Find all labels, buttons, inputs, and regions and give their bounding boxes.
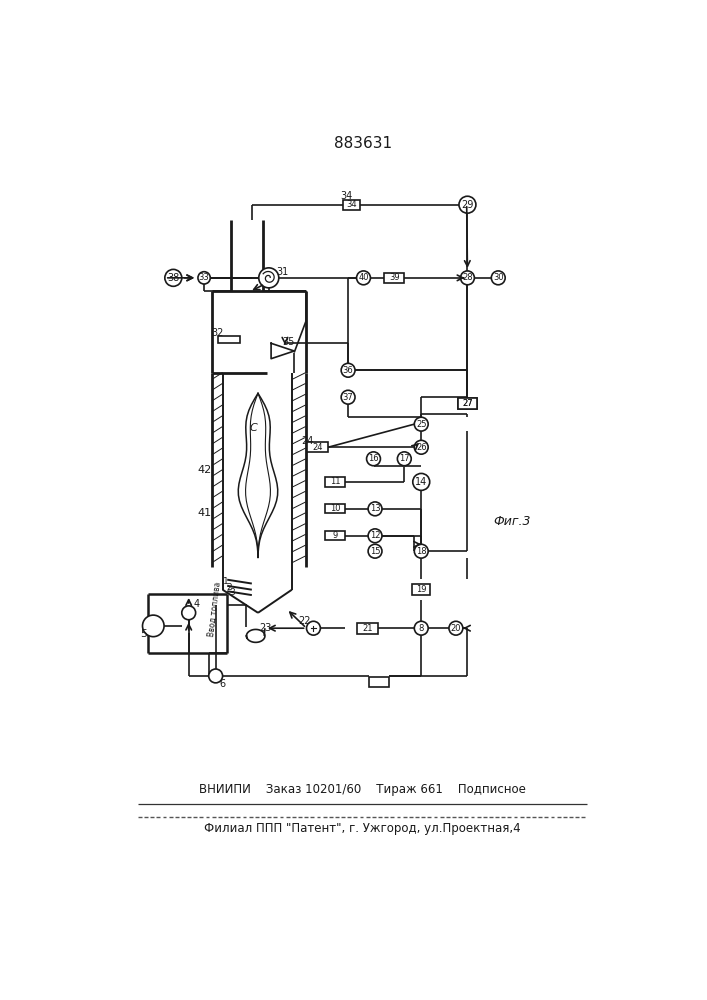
Circle shape xyxy=(397,452,411,466)
Circle shape xyxy=(368,502,382,516)
Circle shape xyxy=(459,196,476,213)
Text: 14: 14 xyxy=(415,477,427,487)
Text: 23: 23 xyxy=(259,623,272,633)
Circle shape xyxy=(341,363,355,377)
Text: ВНИИПИ    Заказ 10201/60    Тираж 661    Подписное: ВНИИПИ Заказ 10201/60 Тираж 661 Подписно… xyxy=(199,783,525,796)
Text: С: С xyxy=(250,423,257,433)
Text: Филиал ППП "Патент", г. Ужгород, ул.Проектная,4: Филиал ППП "Патент", г. Ужгород, ул.Прое… xyxy=(204,822,520,835)
Text: 4: 4 xyxy=(193,599,199,609)
Text: 2: 2 xyxy=(226,583,232,592)
Text: 883631: 883631 xyxy=(334,136,392,151)
Text: 37: 37 xyxy=(343,393,354,402)
Circle shape xyxy=(366,452,380,466)
Bar xyxy=(325,531,345,540)
Circle shape xyxy=(209,669,223,683)
Text: 38: 38 xyxy=(167,273,180,283)
Text: Фиг.3: Фиг.3 xyxy=(493,515,531,528)
Text: 34: 34 xyxy=(346,200,357,209)
Bar xyxy=(344,200,361,210)
Text: 24: 24 xyxy=(301,436,313,446)
Circle shape xyxy=(341,390,355,404)
Circle shape xyxy=(414,440,428,454)
Circle shape xyxy=(182,606,196,620)
Text: 20: 20 xyxy=(450,624,461,633)
Text: 33: 33 xyxy=(199,273,209,282)
Text: 5: 5 xyxy=(141,629,148,639)
Circle shape xyxy=(307,621,320,635)
Text: 32: 32 xyxy=(211,328,223,338)
Bar xyxy=(458,398,477,409)
Text: 18: 18 xyxy=(416,547,426,556)
Bar xyxy=(356,623,378,634)
Text: 9: 9 xyxy=(332,531,338,540)
Circle shape xyxy=(356,271,370,285)
Text: 31: 31 xyxy=(276,267,288,277)
Bar xyxy=(385,273,404,283)
Text: 39: 39 xyxy=(389,273,399,282)
Text: 24: 24 xyxy=(312,443,322,452)
Circle shape xyxy=(414,544,428,558)
Circle shape xyxy=(368,544,382,558)
Text: 13: 13 xyxy=(370,504,380,513)
Text: 10: 10 xyxy=(329,504,340,513)
Text: 8: 8 xyxy=(419,624,424,633)
Bar xyxy=(307,442,328,452)
Text: 16: 16 xyxy=(368,454,379,463)
Text: 36: 36 xyxy=(343,366,354,375)
Text: 19: 19 xyxy=(416,585,426,594)
Text: 28: 28 xyxy=(462,273,473,282)
Bar xyxy=(325,504,345,513)
Text: 15: 15 xyxy=(370,547,380,556)
Bar xyxy=(218,336,240,343)
Bar xyxy=(412,584,431,595)
Text: 27: 27 xyxy=(462,399,473,408)
Bar xyxy=(369,677,389,687)
Text: Ввод топлива: Ввод топлива xyxy=(207,581,223,637)
Text: 11: 11 xyxy=(329,477,340,486)
Circle shape xyxy=(449,621,463,635)
Text: 21: 21 xyxy=(362,624,373,633)
Text: 25: 25 xyxy=(416,420,426,429)
Text: 41: 41 xyxy=(197,508,211,518)
Circle shape xyxy=(460,271,474,285)
Bar xyxy=(325,477,345,487)
Circle shape xyxy=(414,417,428,431)
Text: 22: 22 xyxy=(298,615,310,626)
Text: 40: 40 xyxy=(358,273,369,282)
Circle shape xyxy=(259,268,279,288)
Text: 34: 34 xyxy=(341,191,353,201)
Circle shape xyxy=(165,269,182,286)
Text: 26: 26 xyxy=(416,443,426,452)
Text: 6: 6 xyxy=(219,679,226,689)
Text: 42: 42 xyxy=(197,465,211,475)
Circle shape xyxy=(198,272,210,284)
Text: 35: 35 xyxy=(283,337,295,347)
Text: 3: 3 xyxy=(229,588,235,597)
Circle shape xyxy=(368,529,382,543)
Text: 1: 1 xyxy=(223,578,228,586)
Bar xyxy=(458,398,477,409)
Circle shape xyxy=(414,621,428,635)
Text: 30: 30 xyxy=(493,273,503,282)
Circle shape xyxy=(491,271,506,285)
Text: 29: 29 xyxy=(461,200,474,210)
Circle shape xyxy=(143,615,164,637)
Text: 27: 27 xyxy=(462,399,473,408)
Circle shape xyxy=(413,473,430,490)
Text: 17: 17 xyxy=(399,454,409,463)
Text: 12: 12 xyxy=(370,531,380,540)
